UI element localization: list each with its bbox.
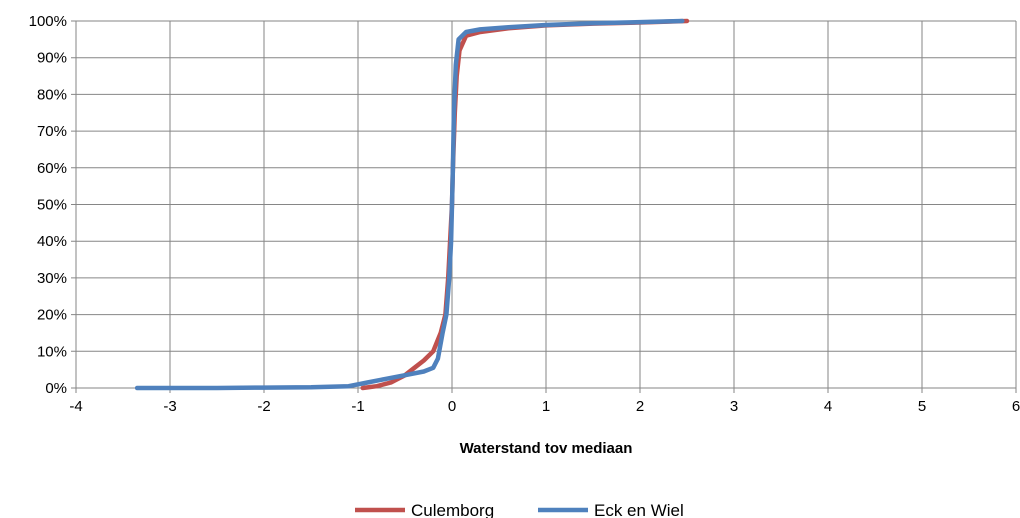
x-tick-label: 5	[918, 398, 926, 415]
x-tick-label: -2	[257, 398, 270, 415]
x-axis-title: Waterstand tov mediaan	[460, 440, 633, 457]
x-tick-label: 6	[1012, 398, 1020, 415]
series-layer	[134, 18, 690, 391]
y-tick-label: 10%	[37, 343, 67, 360]
y-tick-label: 70%	[37, 123, 67, 140]
x-tick-label: -1	[351, 398, 364, 415]
y-tick-label: 30%	[37, 270, 67, 287]
legend-label: Eck en Wiel	[594, 501, 684, 518]
y-tick-label: 40%	[37, 233, 67, 250]
y-tick-label: 90%	[37, 50, 67, 67]
x-tick-label: -4	[69, 398, 82, 415]
series-line-eck-en-wiel	[134, 18, 685, 391]
legend-label: Culemborg	[411, 501, 494, 518]
x-tick-label: 4	[824, 398, 832, 415]
y-tick-label: 60%	[37, 160, 67, 177]
y-tick-label: 100%	[29, 13, 67, 30]
x-tick-label: 1	[542, 398, 550, 415]
x-tick-label: 3	[730, 398, 738, 415]
x-tick-label: 2	[636, 398, 644, 415]
y-tick-label: 80%	[37, 86, 67, 103]
x-tick-label: 0	[448, 398, 456, 415]
tick-labels: -4 -3 -2 -1 0 1 2 3 4 5 60%10%20%30%40%50%60%70%80…	[29, 13, 1020, 415]
y-tick-label: 20%	[37, 307, 67, 324]
y-tick-label: 50%	[37, 197, 67, 214]
y-tick-label: 0%	[45, 380, 67, 397]
legend: Culemborg Eck en Wiel	[355, 501, 684, 518]
gridlines	[71, 20, 1017, 393]
x-tick-label: -3	[163, 398, 176, 415]
